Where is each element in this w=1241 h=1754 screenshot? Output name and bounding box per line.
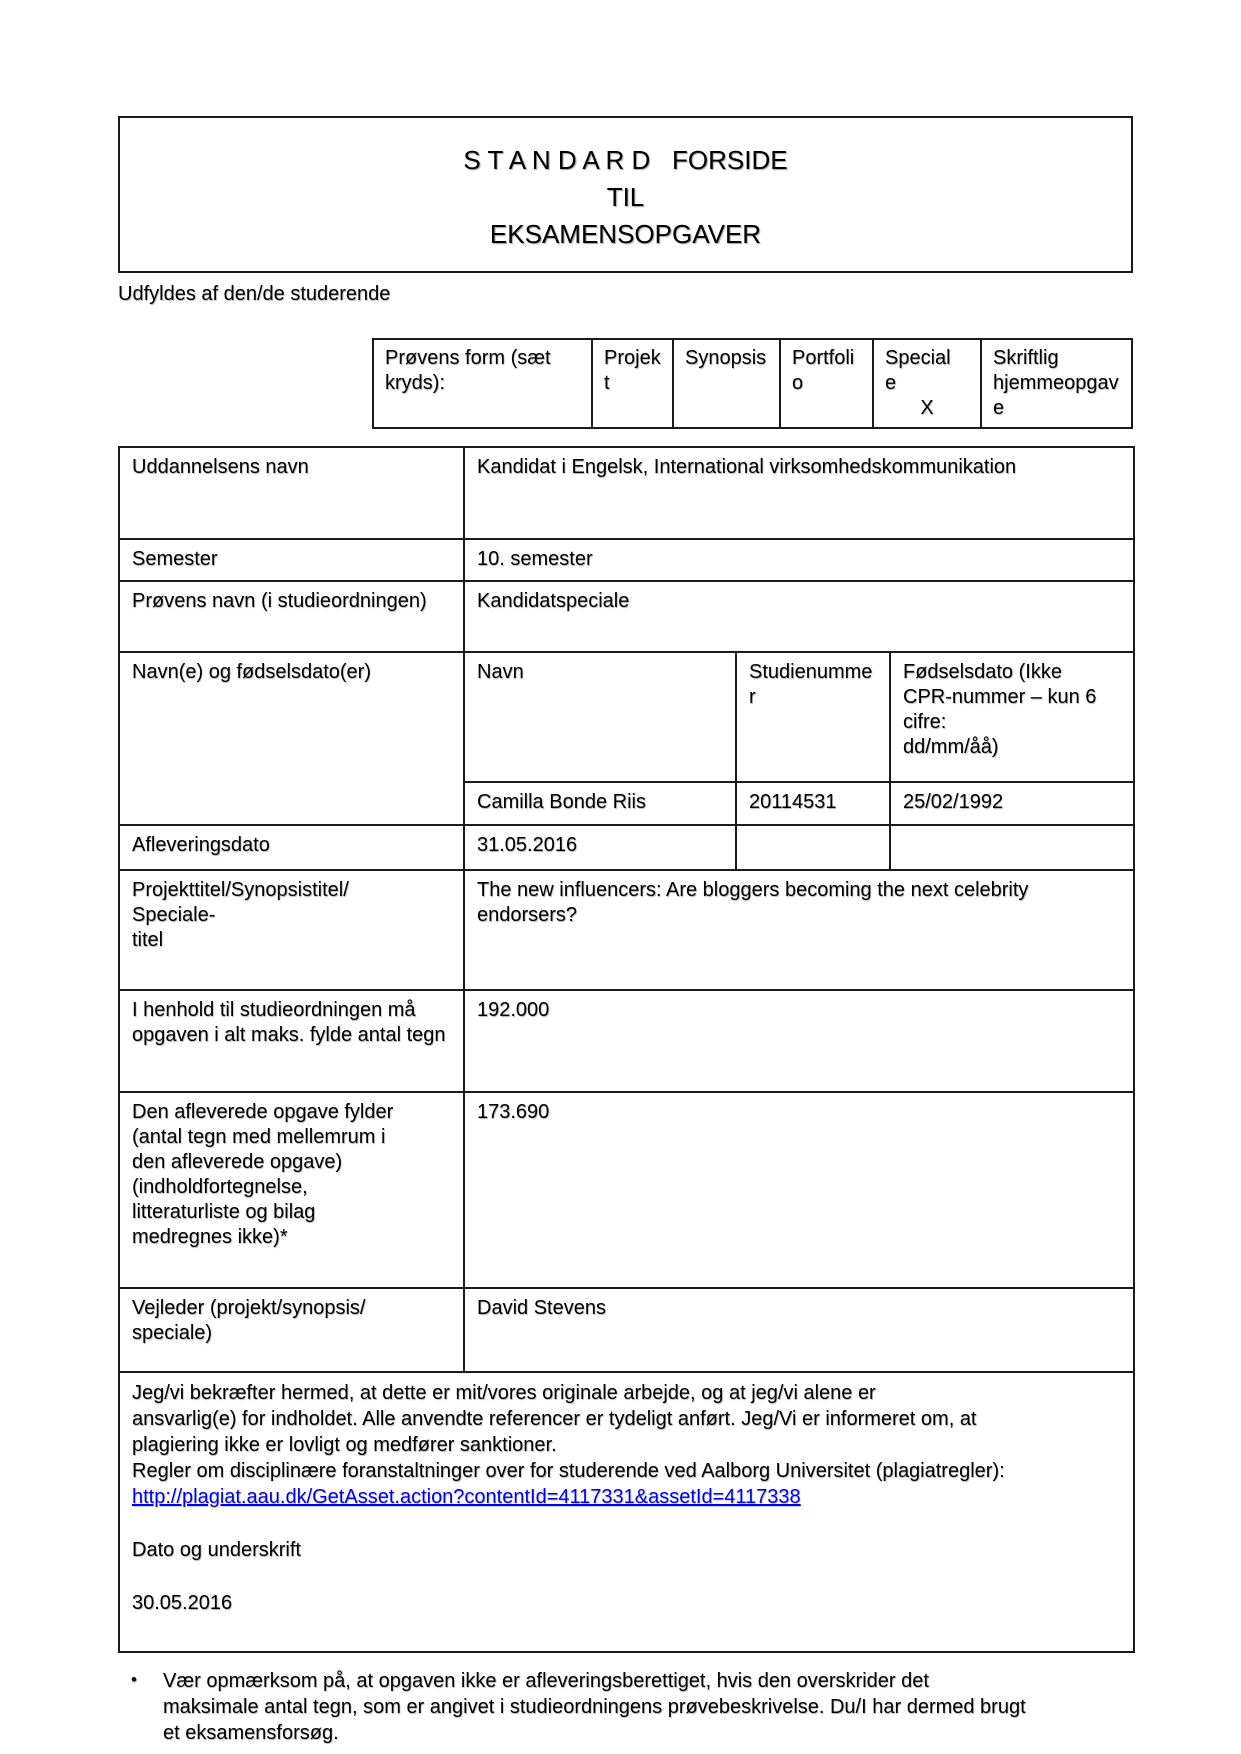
option-label-synopsis: Synopsis: [685, 347, 767, 369]
birth-date-value: 25/02/1992: [888, 781, 1136, 826]
column-header-student-number: Studienummer: [735, 651, 891, 783]
project-title-label: Projekttitel/Synopsistitel/ Speciale- ti…: [118, 869, 465, 991]
column-header-birth-date: Fødselsdato (Ikke CPR-nummer – kun 6 cif…: [888, 651, 1136, 783]
table-row: I henhold til studieordningen må opgaven…: [118, 989, 1136, 1093]
option-label-portfolio: Portfolio: [792, 347, 855, 394]
declaration-cell: Jeg/vi bekræfter hermed, at dette er mit…: [117, 1371, 1136, 1653]
exam-name-label: Prøvens navn (i studieordningen): [118, 580, 465, 653]
supervisor-label: Vejleder (projekt/synopsis/ speciale): [118, 1287, 465, 1373]
title-box: S T A N D A R D FORSIDE TIL EKSAMENSOPGA…: [118, 116, 1133, 273]
exam-form-type-table: Prøvens form (sæt kryds): Projekt Synops…: [372, 338, 1133, 429]
option-label-skriftlig: Skriftlig hjemmeopgave: [993, 347, 1119, 419]
exam-form-option-projekt: Projekt: [591, 338, 674, 429]
education-value: Kandidat i Engelsk, International virkso…: [462, 446, 1136, 540]
actual-characters-value: 173.690: [462, 1091, 1136, 1289]
table-row: Den afleverede opgave fylder (antal tegn…: [118, 1091, 1136, 1289]
document-title-line-3: EKSAMENSOPGAVER: [489, 219, 762, 249]
actual-characters-label: Den afleverede opgave fylder (antal tegn…: [118, 1091, 465, 1289]
signature-label: Dato og underskrift: [132, 1539, 301, 1561]
signature-date-value: 30.05.2016: [132, 1592, 233, 1614]
exam-form-option-portfolio: Portfolio: [779, 338, 874, 429]
student-number-value: 20114531: [735, 781, 891, 826]
names-label: Navn(e) og fødselsdato(er): [118, 651, 465, 826]
table-row: Uddannelsens navn Kandidat i Engelsk, In…: [118, 446, 1136, 540]
max-characters-label: I henhold til studieordningen må opgaven…: [118, 989, 465, 1093]
submission-date-value: 31.05.2016: [463, 824, 737, 871]
education-label: Uddannelsens navn: [118, 446, 465, 540]
exam-form-option-speciale: Speciale X: [872, 338, 982, 429]
empty-cell: [888, 824, 1136, 871]
footnote: • Vær opmærksom på, at opgaven ikke er a…: [131, 1668, 1121, 1746]
table-row: Camilla Bonde Riis 20114531 25/02/1992: [119, 781, 1136, 826]
submission-date-label: Afleveringsdato: [118, 824, 465, 871]
table-row: Vejleder (projekt/synopsis/ speciale) Da…: [118, 1287, 1136, 1373]
exam-form-option-skriftlig: Skriftlig hjemmeopgave: [980, 338, 1133, 429]
fill-in-instruction: Udfyldes af den/de studerende: [118, 283, 391, 305]
column-header-student-number-text: Studienummer: [749, 661, 873, 708]
supervisor-value: David Stevens: [462, 1287, 1136, 1373]
empty-cell: [735, 824, 891, 871]
plagiarism-rules-text: Regler om disciplinære foranstaltninger …: [132, 1460, 1005, 1482]
footnote-text: Vær opmærksom på, at opgaven ikke er afl…: [163, 1670, 1026, 1744]
max-characters-value: 192.000: [462, 989, 1136, 1093]
cover-sheet-table: Uddannelsens navn Kandidat i Engelsk, In…: [117, 446, 1136, 1653]
table-row: Jeg/vi bekræfter hermed, at dette er mit…: [117, 1371, 1136, 1653]
declaration-text: Jeg/vi bekræfter hermed, at dette er mit…: [132, 1382, 977, 1456]
option-label-speciale: Speciale: [885, 347, 951, 394]
column-header-name: Navn: [463, 651, 737, 783]
semester-value: 10. semester: [462, 538, 1136, 582]
table-row: Afleveringsdato 31.05.2016: [118, 824, 1136, 871]
exam-name-value: Kandidatspeciale: [462, 580, 1136, 653]
option-mark-speciale-x: X: [920, 397, 934, 419]
option-label-projekt: Projekt: [604, 347, 661, 394]
plagiarism-rules-link[interactable]: http://plagiat.aau.dk/GetAsset.action?co…: [132, 1486, 801, 1508]
exam-form-option-synopsis: Synopsis: [672, 338, 781, 429]
exam-form-label: Prøvens form (sæt kryds):: [372, 338, 593, 429]
document-title-line-1: S T A N D A R D FORSIDE: [463, 145, 788, 175]
student-name-value: Camilla Bonde Riis: [463, 781, 737, 826]
document-title-line-2: TIL: [606, 182, 645, 212]
semester-label: Semester: [118, 538, 465, 582]
table-row: Prøvens navn (i studieordningen) Kandida…: [118, 580, 1136, 653]
table-row: Projekttitel/Synopsistitel/ Speciale- ti…: [118, 869, 1136, 991]
table-row: Navn(e) og fødselsdato(er) Navn Studienu…: [118, 651, 1136, 826]
project-title-value: The new influencers: Are bloggers becomi…: [462, 869, 1136, 991]
table-row: Semester 10. semester: [118, 538, 1136, 582]
footnote-bullet: •: [131, 1670, 137, 1689]
